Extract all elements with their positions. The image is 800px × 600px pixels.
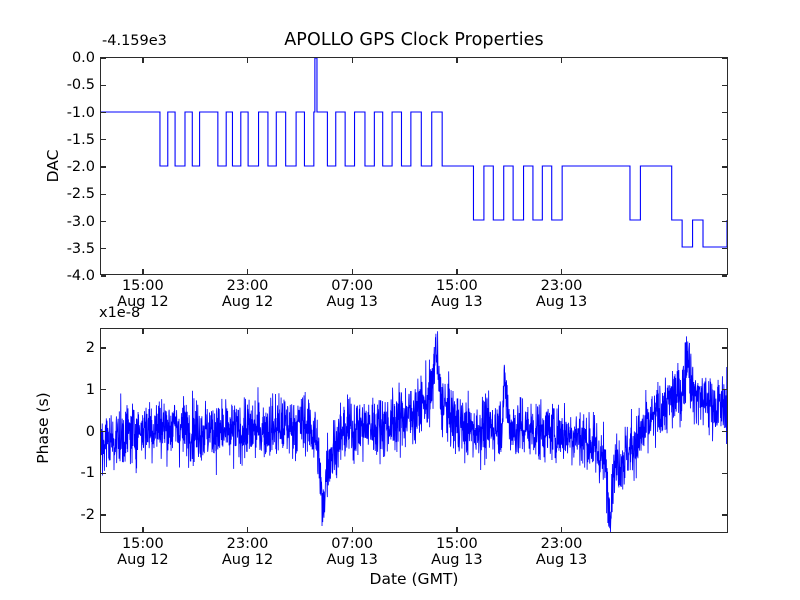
phase-x-tick-mark [456,527,458,532]
dac-y-tick-mark [101,139,106,141]
dac-y-tick-mark [722,57,727,59]
dac-step-line [101,58,727,248]
dac-x-tick-label: 15:00 Aug 12 [117,278,169,311]
phase-x-tick-mark [142,527,144,532]
dac-x-tick-mark [142,58,144,63]
dac-y-tick-mark [722,275,727,277]
x-axis-label: Date (GMT) [369,570,459,588]
dac-y-tick-label: -3.5 [66,240,95,257]
dac-y-tick-mark [722,193,727,195]
dac-y-tick-labels: 0.0 -0.5 -1.0 -1.5 -2.0 -2.5 -3.0 -3.5 -4.0 [35,50,95,284]
phase-y-tick-mark [722,514,727,516]
phase-x-tick-mark [351,527,353,532]
phase-y-tick-mark [101,430,106,433]
dac-y-tick-mark [101,248,106,250]
phase-axis-scale-text: x1e-8 [99,305,141,321]
dac-y-tick-label: -1.0 [66,104,95,121]
phase-y-tick-mark [722,347,727,349]
dac-y-tick-mark [101,166,106,168]
phase-residual-line [101,331,727,532]
phase-plot-axes: 2 1 0 -1 -2 15:00 Aug 12 23:00 Aug 12 07:00 Aug 1… [81,328,728,568]
dac-step-trace [101,58,727,248]
phase-y-tick-labels: 2 1 0 -1 -2 [35,329,95,532]
dac-y-tick-mark [722,248,727,250]
dac-x-tick-mark [351,269,353,274]
phase-y-tick-mark [101,347,106,349]
dac-x-tick-mark [351,58,353,63]
dac-y-tick-label: -0.5 [66,77,95,94]
phase-x-tick-mark [560,329,563,334]
dac-x-tick-mark [246,58,249,63]
dac-x-tick-labels: 15:00 Aug 12 23:00 Aug 12 07:00 Aug 13 15:00 Au… [101,274,727,314]
dac-y-tick-mark [722,220,727,223]
dac-y-tick-mark [101,193,106,195]
dac-x-tick-label: 23:00 Aug 13 [535,278,588,311]
phase-x-tick-label: 15:00 Aug 12 [117,536,169,569]
dac-x-tick-mark [456,269,458,274]
phase-x-tick-mark [560,527,563,532]
phase-x-tick-mark [351,329,353,334]
dac-y-tick-label: -1.5 [66,131,95,148]
phase-y-tick-mark [101,388,106,391]
dac-y-tick-label: -4.0 [66,268,95,284]
dac-plot-axes: 0.0 -0.5 -1.0 -1.5 -2.0 -2.5 -3.0 -3.5 -4.0 15:0… [67,50,728,310]
dac-y-tick-mark [101,57,106,59]
dac-x-tick-label: 23:00 Aug 12 [221,278,274,311]
phase-y-tick-label: -2 [80,507,95,524]
dac-y-tick-mark [722,84,727,86]
phase-y-tick-mark [722,430,727,433]
dac-x-tick-mark [246,269,249,274]
dac-y-tick-label: -2.0 [66,159,95,175]
phase-x-tick-label: 23:00 Aug 13 [535,536,588,569]
phase-y-tick-label: 0 [85,423,95,440]
dac-x-tick-label: 15:00 Aug 13 [431,278,483,311]
phase-x-tick-mark [246,527,249,532]
phase-y-tick-label: -1 [80,465,95,482]
phase-residual-trace [101,331,727,532]
phase-y-tick-mark [722,472,727,475]
dac-y-tick-mark [101,275,106,277]
dac-x-tick-label: 07:00 Aug 13 [326,278,378,311]
dac-y-tick-label: 0.0 [71,50,95,66]
phase-x-tick-labels: 15:00 Aug 12 23:00 Aug 12 07:00 Aug 13 15:00 Au… [101,532,727,572]
phase-x-tick-label: 15:00 Aug 13 [431,536,483,569]
phase-y-tick-label: 1 [85,381,95,398]
dac-y-tick-mark [722,111,727,114]
dac-x-tick-mark [456,58,458,63]
phase-y-tick-label: 2 [85,339,95,356]
dac-y-tick-mark [101,220,106,223]
dac-axis-offset-text: -4.159e3 [102,33,167,49]
phase-y-tick-mark [101,514,106,516]
phase-y-tick-mark [101,472,106,475]
dac-y-tick-mark [101,111,106,114]
phase-x-tick-mark [246,329,249,334]
dac-y-tick-mark [722,139,727,141]
dac-x-tick-mark [560,58,563,63]
dac-x-tick-mark [142,269,144,274]
phase-y-tick-mark [722,388,727,391]
phase-x-tick-label: 07:00 Aug 13 [326,536,378,569]
dac-y-tick-label: -2.5 [66,186,95,203]
dac-y-tick-label: -3.0 [66,213,95,230]
figure-title: APOLLO GPS Clock Properties [284,30,544,50]
dac-y-tick-mark [101,84,106,86]
phase-x-tick-mark [142,329,144,334]
phase-x-tick-label: 23:00 Aug 12 [221,536,274,569]
dac-y-tick-mark [722,166,727,168]
dac-x-tick-mark [560,269,563,274]
phase-x-tick-mark [456,329,458,334]
